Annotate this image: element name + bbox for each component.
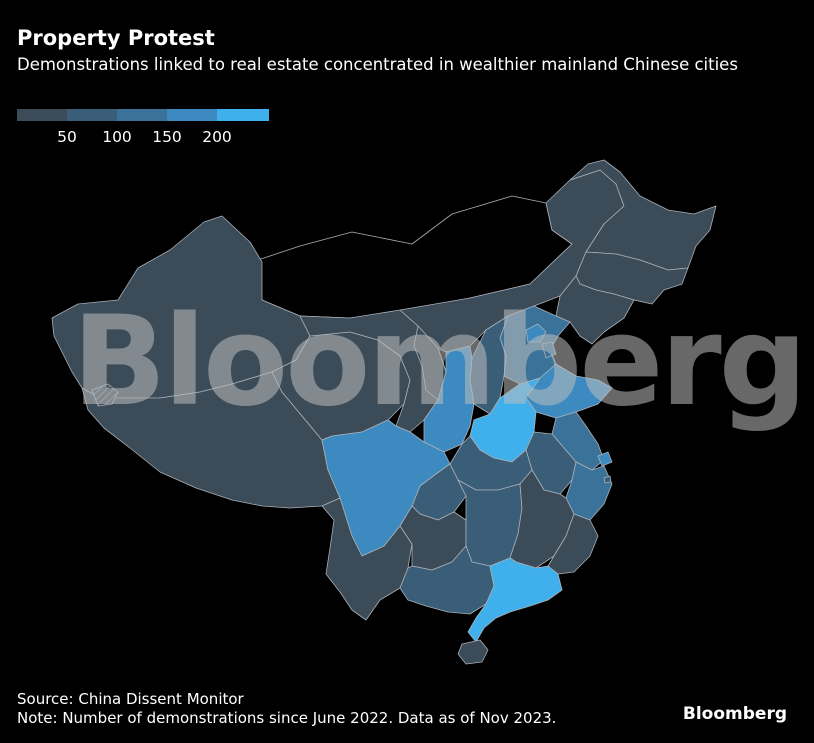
bloomberg-logo: Bloomberg xyxy=(682,704,787,724)
color-legend: 50 100 150 200 xyxy=(17,109,269,149)
legend-swatch-4 xyxy=(217,109,269,121)
legend-tick-200: 200 xyxy=(202,128,232,146)
legend-swatch-2 xyxy=(117,109,167,121)
china-province-map xyxy=(51,159,717,665)
region-guangdong xyxy=(467,557,563,643)
region-shanghai xyxy=(597,451,613,467)
legend-tick-50: 50 xyxy=(57,128,77,146)
chart-title: Property Protest xyxy=(17,26,215,50)
region-yunnan xyxy=(321,497,413,621)
disputed-area-hatch xyxy=(91,383,119,407)
footnote: Note: Number of demonstrations since Jun… xyxy=(17,709,557,727)
legend-swatch-1 xyxy=(67,109,117,121)
legend-swatch-3 xyxy=(167,109,217,121)
legend-tick-150: 150 xyxy=(152,128,182,146)
region-ningxia xyxy=(413,325,447,401)
region-hainan xyxy=(457,639,489,665)
region-tianjin xyxy=(541,341,557,359)
region-zhejiang xyxy=(565,461,613,521)
chart-subtitle: Demonstrations linked to real estate con… xyxy=(17,55,738,74)
legend-tick-100: 100 xyxy=(102,128,132,146)
source-note: Source: China Dissent Monitor xyxy=(17,690,244,708)
region-beijing xyxy=(525,323,547,343)
coastal-island xyxy=(603,475,612,484)
region-heilongjiang xyxy=(569,159,717,271)
region-fujian xyxy=(547,513,599,575)
legend-swatch-0 xyxy=(17,109,67,121)
